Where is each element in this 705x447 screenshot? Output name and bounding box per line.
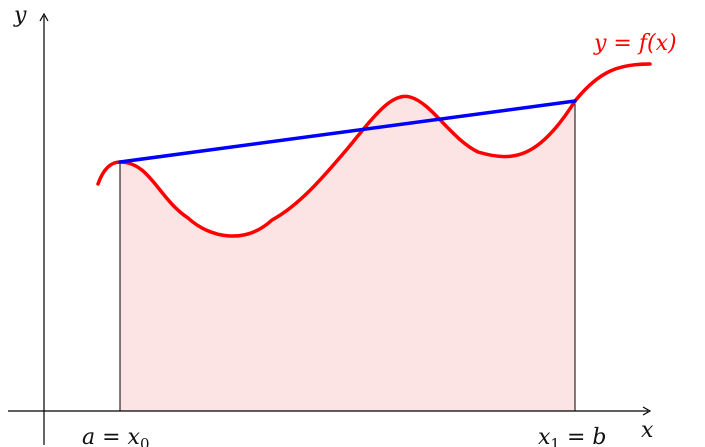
x-axis-arrowhead [642, 406, 652, 416]
left-bound-label: a = x0 [82, 425, 150, 447]
left-bound-subscript: 0 [140, 435, 150, 447]
right-bound-tail: = b [560, 425, 607, 447]
left-bound-text: a = x [82, 425, 141, 447]
right-bound-label: x1 = b [538, 425, 606, 447]
right-bound-subscript: 1 [550, 435, 560, 447]
y-axis-arrowhead [39, 12, 49, 22]
function-curve [96, 62, 652, 238]
area-under-curve [120, 96, 575, 411]
chord-line [118, 99, 577, 164]
x-axis-label: x [641, 418, 654, 443]
curve-label: y = f(x) [593, 31, 677, 56]
y-axis-label: y [13, 3, 27, 28]
right-bound-text: x [538, 425, 551, 447]
